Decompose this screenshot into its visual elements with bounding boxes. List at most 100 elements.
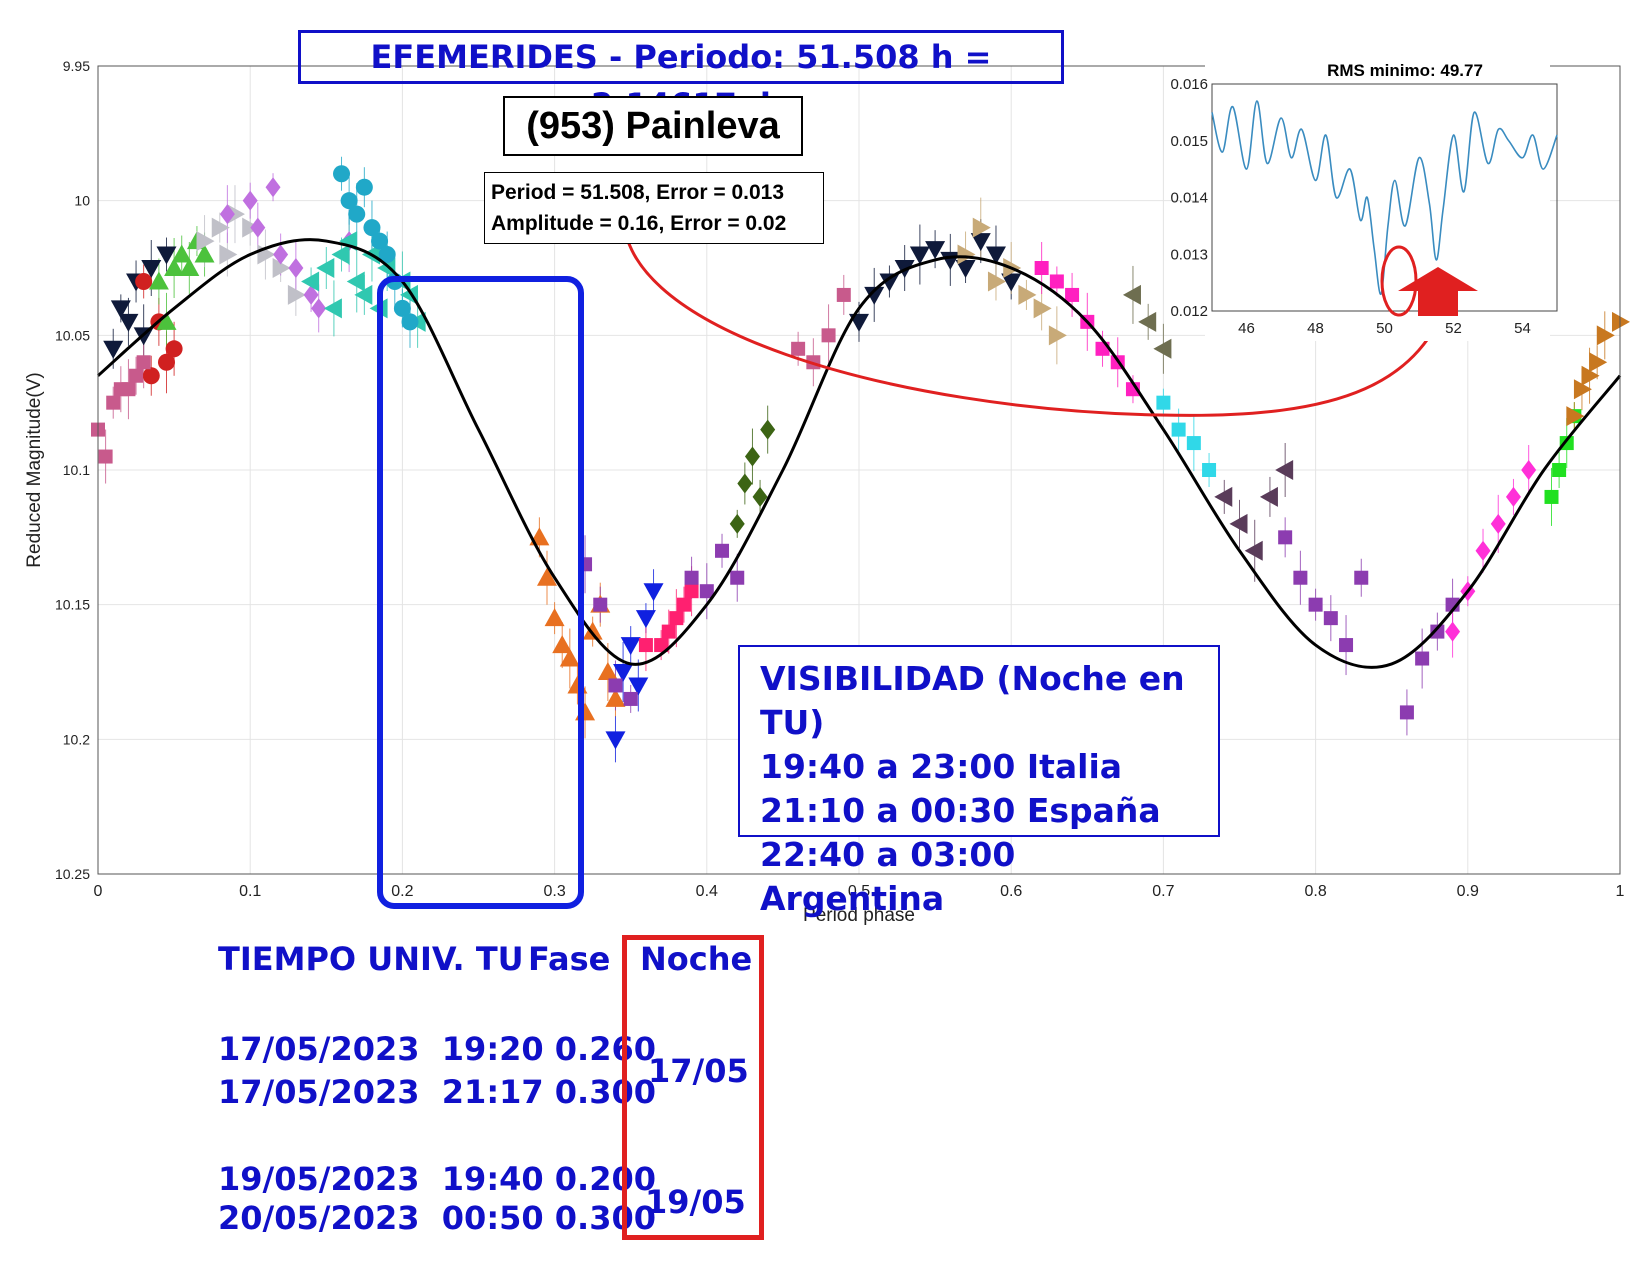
inset-y-tick-label: 0.016 xyxy=(1170,76,1208,93)
data-point xyxy=(605,688,626,707)
inset-x-ticks: 46 48 50 52 54 xyxy=(1238,320,1531,337)
table-row: 19/05/2023 19:40 0.200 xyxy=(218,1160,656,1198)
fit-curve xyxy=(97,238,1622,669)
data-point xyxy=(744,446,760,467)
inset-x-tick-label: 46 xyxy=(1238,320,1255,337)
data-point xyxy=(955,260,976,278)
data-point xyxy=(194,244,215,263)
data-point xyxy=(157,353,175,371)
data-point xyxy=(635,610,656,629)
x-tick-label: 0.9 xyxy=(1457,883,1479,900)
inset-y-tick-label: 0.015 xyxy=(1170,133,1208,150)
data-point xyxy=(605,731,626,750)
data-point xyxy=(340,192,358,210)
data-point xyxy=(141,260,162,278)
data-point xyxy=(118,313,139,332)
data-point xyxy=(1122,284,1141,305)
ephemeris-title: EFEMERIDES - Periodo: 51.508 h = 2.14617… xyxy=(298,30,1064,124)
data-point xyxy=(715,543,730,558)
inset-y-tick-label: 0.014 xyxy=(1170,190,1208,207)
visibility-box: VISIBILIDAD (Noche en TU) 19:40 a 23:00 … xyxy=(738,645,1220,918)
night-label: 17/05 xyxy=(648,1052,749,1090)
data-point xyxy=(552,635,573,654)
visibility-italy: 19:40 a 23:00 Italia xyxy=(760,747,1123,786)
x-axis-label: Period phase xyxy=(803,905,915,926)
data-point xyxy=(1339,638,1354,653)
data-point xyxy=(142,367,160,385)
data-point xyxy=(684,584,699,599)
data-point xyxy=(737,473,753,494)
visibility-title: VISIBILIDAD (Noche en TU) xyxy=(760,659,1185,742)
visibility-spain: 21:10 a 00:30 España xyxy=(760,791,1161,830)
data-point xyxy=(1415,651,1430,666)
x-tick-label: 0.8 xyxy=(1304,883,1326,900)
data-point xyxy=(1065,287,1080,302)
y-tick-label: 10.2 xyxy=(63,731,90,747)
data-point xyxy=(1033,298,1052,319)
inset-title: RMS minimo: 49.77 xyxy=(1327,61,1483,80)
data-point xyxy=(1048,325,1067,346)
data-point xyxy=(1566,406,1585,427)
data-point xyxy=(1275,460,1294,480)
data-point xyxy=(377,258,396,278)
data-point xyxy=(1596,325,1615,346)
fit-period-line: Period = 51.508, Error = 0.013 xyxy=(491,181,785,204)
data-point xyxy=(346,271,365,292)
data-point xyxy=(103,340,124,359)
night-label: 19/05 xyxy=(645,1183,746,1221)
data-point xyxy=(752,486,768,507)
data-point xyxy=(265,177,281,198)
data-point xyxy=(211,217,230,238)
data-point xyxy=(729,513,745,534)
data-point xyxy=(1399,705,1414,720)
data-point xyxy=(301,271,320,292)
data-point xyxy=(972,217,991,238)
data-point xyxy=(348,205,366,223)
table-row: 20/05/2023 00:50 0.300 xyxy=(218,1199,656,1237)
table-row: 17/05/2023 19:20 0.260 xyxy=(218,1030,656,1068)
data-point xyxy=(1552,463,1567,477)
data-point xyxy=(1018,284,1037,305)
data-point xyxy=(1278,530,1293,545)
inset-frame xyxy=(1211,83,1558,312)
data-point xyxy=(643,583,664,602)
data-point xyxy=(1612,311,1630,332)
data-point xyxy=(165,340,183,358)
data-point xyxy=(608,678,623,693)
x-tick-label: 0.3 xyxy=(543,883,565,900)
data-point xyxy=(879,273,900,292)
data-point xyxy=(1308,597,1323,612)
data-point xyxy=(597,662,618,680)
data-point xyxy=(1259,486,1278,507)
x-tick-label: 0.4 xyxy=(696,883,718,900)
data-point xyxy=(354,284,373,305)
data-point xyxy=(684,570,699,585)
data-point xyxy=(791,341,806,356)
data-point xyxy=(1521,460,1537,480)
data-point xyxy=(925,241,946,260)
red-connector-curve xyxy=(622,199,1452,417)
data-point xyxy=(1475,540,1491,561)
data-point xyxy=(393,299,411,317)
data-point xyxy=(536,567,557,586)
asteroid-name: (953) Painleva xyxy=(503,96,803,156)
data-point xyxy=(316,258,335,278)
data-point xyxy=(148,271,169,290)
data-point xyxy=(730,570,745,585)
rms-inset: RMS minimo: 49.77 46 48 50 52 54 0.016 0.015 0… xyxy=(1170,56,1558,341)
data-point xyxy=(156,246,177,265)
data-point xyxy=(1581,365,1600,386)
y-tick-label: 10.05 xyxy=(55,327,90,343)
data-point xyxy=(1153,338,1172,359)
inset-rms-line xyxy=(1211,100,1558,295)
data-point xyxy=(1573,379,1592,400)
y-tick-labels: 9.95 10 10.05 10.1 10.15 10.2 10.25 xyxy=(55,58,90,882)
inset-background xyxy=(1205,56,1550,341)
data-point xyxy=(1354,570,1369,585)
x-tick-label: 0.7 xyxy=(1152,883,1174,900)
data-point xyxy=(156,311,177,330)
table-header-time: TIEMPO UNIV. TU xyxy=(218,940,524,978)
inset-x-tick-label: 50 xyxy=(1376,320,1393,337)
data-point xyxy=(171,244,192,263)
data-point xyxy=(1505,486,1521,507)
